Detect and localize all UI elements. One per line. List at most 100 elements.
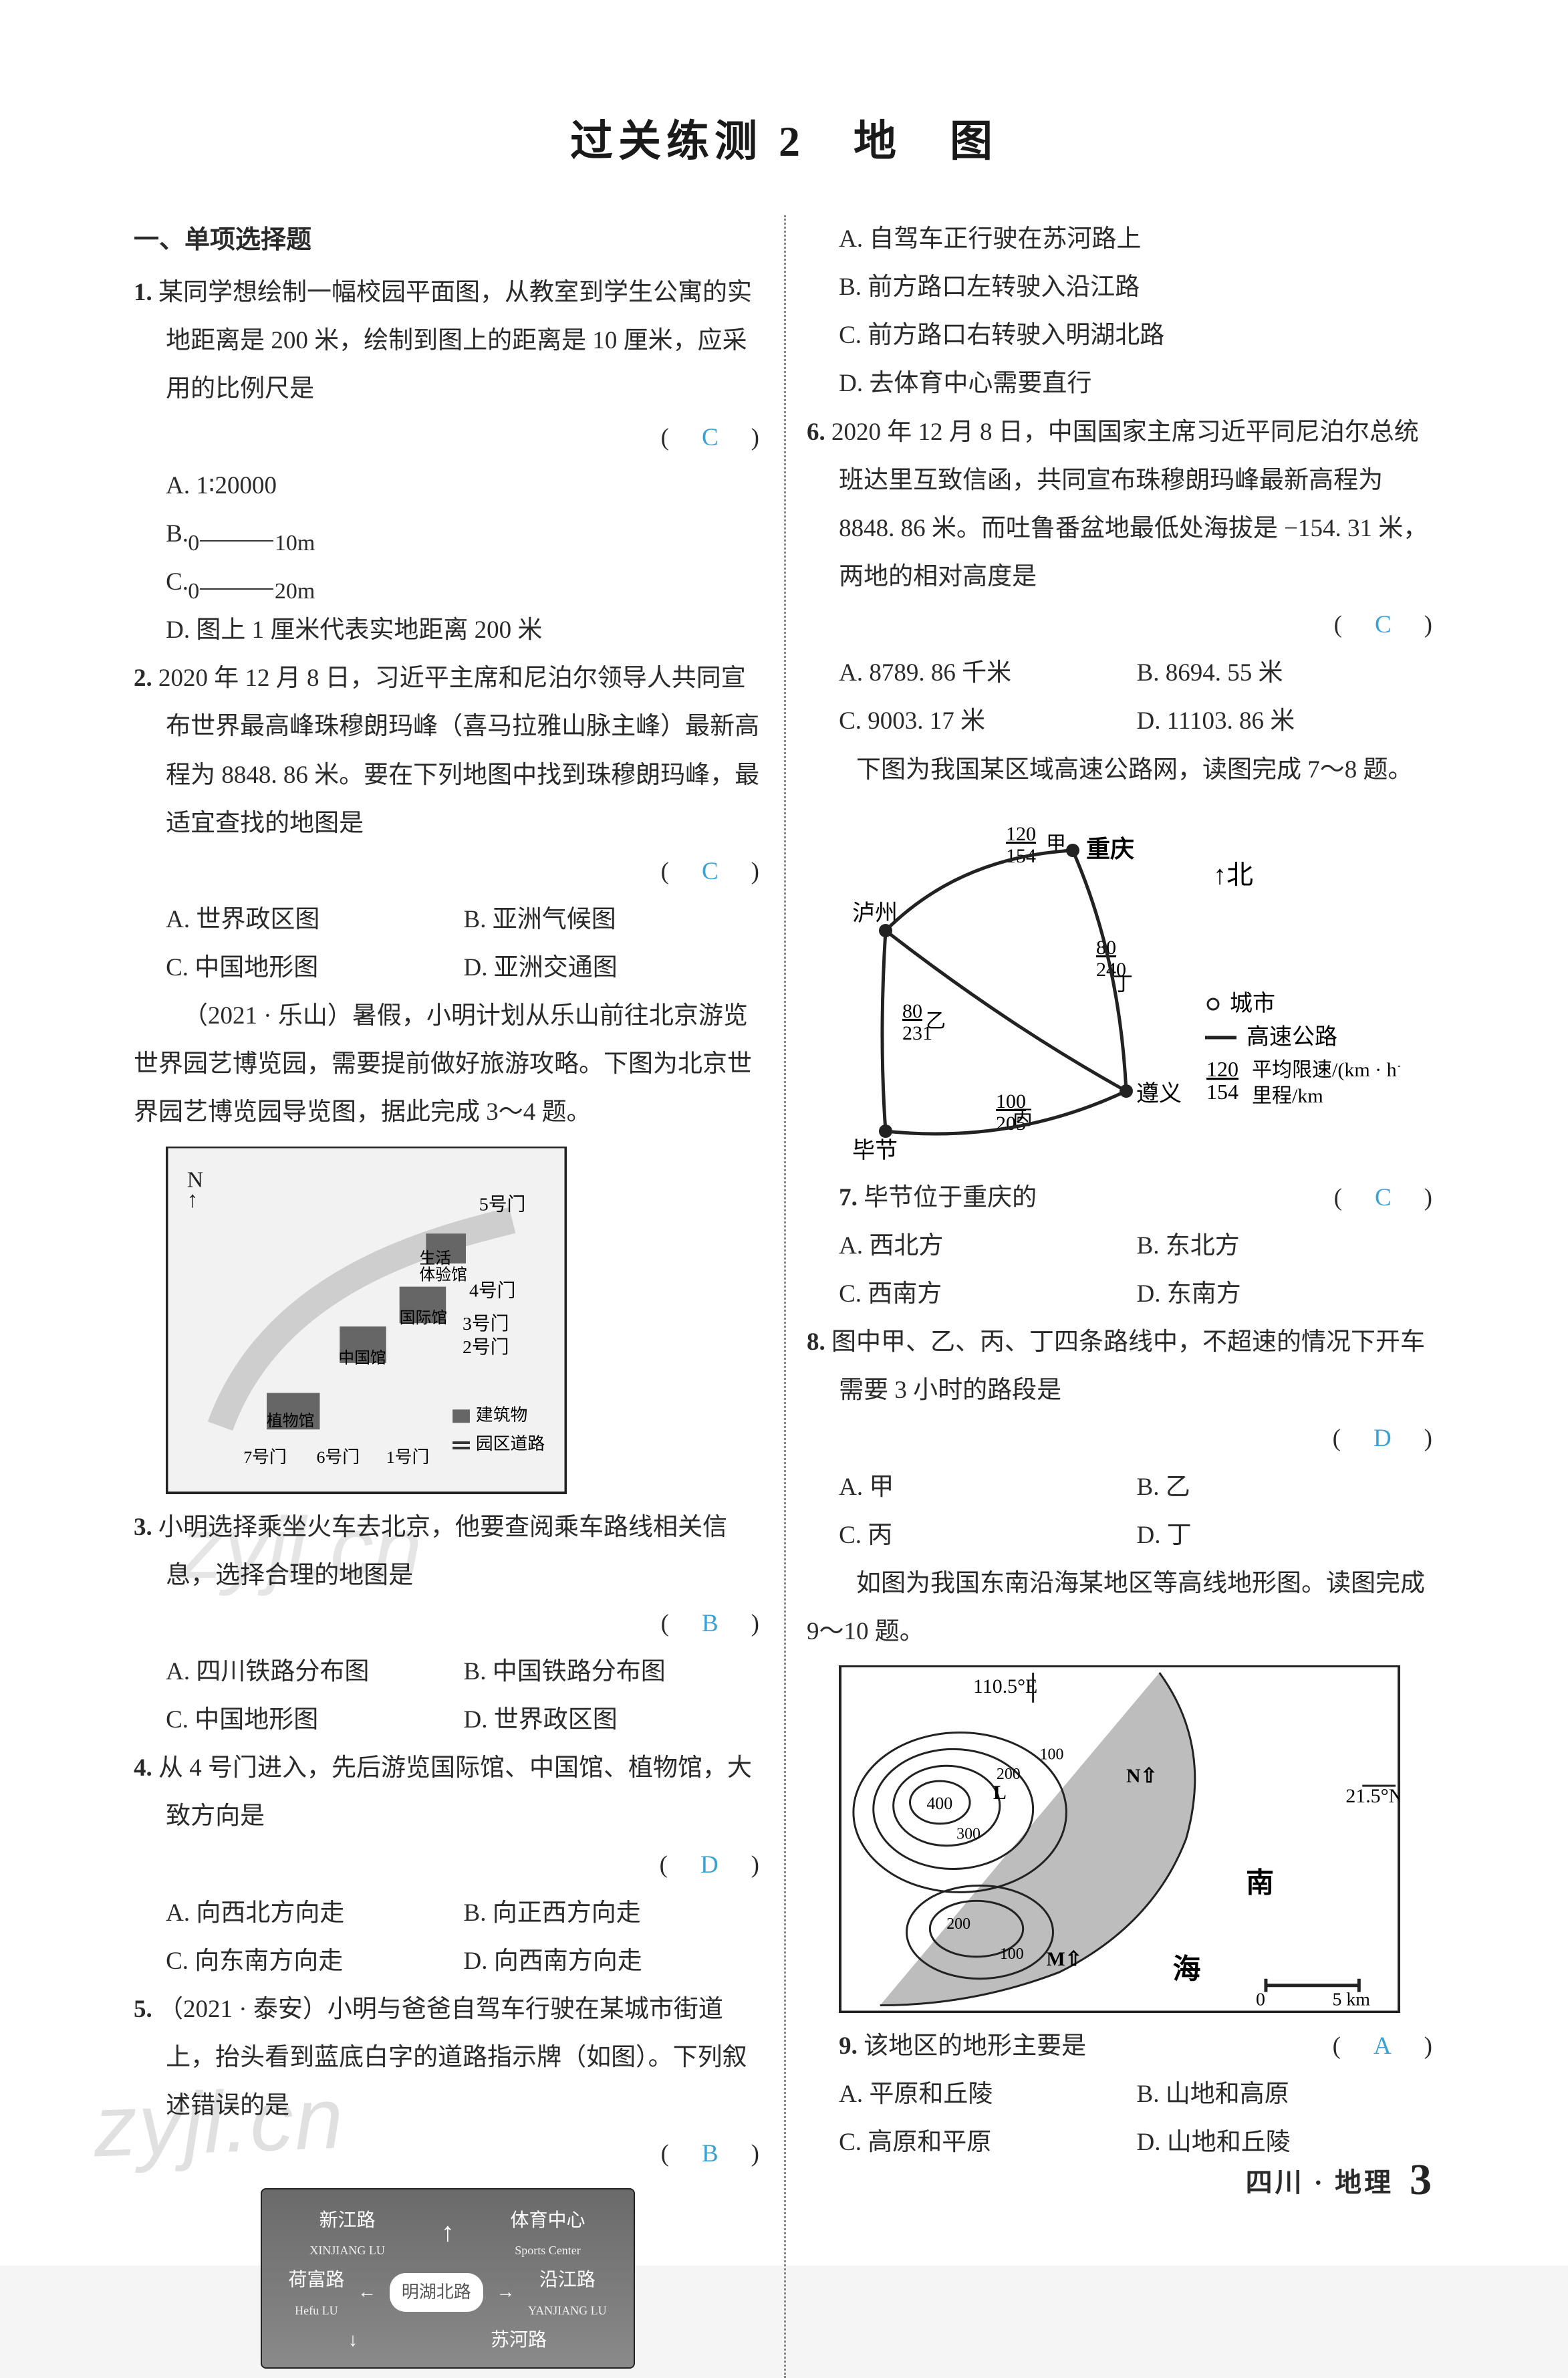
svg-text:园区道路: 园区道路: [476, 1434, 545, 1453]
svg-text:中国馆: 中国馆: [338, 1349, 386, 1367]
q6-answer: C: [1371, 611, 1398, 638]
svg-text:21.5°N: 21.5°N: [1345, 1785, 1399, 1807]
q6-answer-bracket: ( C ): [1334, 601, 1434, 649]
q7-opt-b: B. 东北方: [1137, 1222, 1434, 1270]
svg-text:国际馆: 国际馆: [400, 1310, 447, 1328]
svg-text:建筑物: 建筑物: [476, 1406, 527, 1425]
svg-text:5号门: 5号门: [479, 1195, 526, 1215]
q2-opt-d: D. 亚洲交通图: [464, 944, 761, 992]
q2-answer-bracket: ( C ): [661, 848, 761, 896]
q5-answer: B: [698, 2140, 725, 2167]
q5-opt-b: B. 前方路口左转驶入沿江路: [807, 263, 1434, 312]
q5-opt-a: A. 自驾车正行驶在苏河路上: [807, 215, 1434, 263]
figure-expo-map: N ↑ 5号门 4号门 3号门 2号门 生活 体验馆 国际馆 中国馆 植物馆: [166, 1147, 567, 1494]
svg-text:海: 海: [1173, 1954, 1201, 1986]
sign-sports: 体育中心: [511, 2203, 585, 2240]
svg-text:高速公路: 高速公路: [1247, 1024, 1337, 1050]
svg-text:200: 200: [946, 1915, 970, 1933]
q5-opt-d: D. 去体育中心需要直行: [807, 360, 1434, 408]
q6-opt-b: B. 8694. 55 米: [1137, 649, 1434, 697]
q9-stem: 该地区的地形主要是: [864, 2032, 1086, 2060]
q4-opt-a: A. 向西北方向走: [166, 1889, 463, 1937]
svg-text:154: 154: [1206, 1080, 1238, 1104]
q1-opt-a: A. 1∶20000: [134, 462, 761, 510]
context-7-8: 下图为我国某区域高速公路网，读图完成 7～8 题。: [807, 746, 1434, 794]
svg-text:7号门: 7号门: [243, 1447, 287, 1467]
question-6: 6. 2020 年 12 月 8 日，中国国家主席习近平同尼泊尔总统班达里互致信…: [807, 408, 1434, 746]
q1-answer: C: [698, 424, 725, 451]
sign-minghu: 明湖北路: [390, 2273, 483, 2312]
q1-opt-d: D. 图上 1 厘米代表实地距离 200 米: [134, 606, 761, 655]
svg-text:100: 100: [1040, 1746, 1064, 1764]
svg-text:1号门: 1号门: [386, 1447, 430, 1467]
q7-answer-bracket: ( C ): [1334, 1174, 1434, 1222]
q3-opt-c: C. 中国地形图: [166, 1696, 463, 1744]
svg-text:南: 南: [1246, 1868, 1274, 1899]
q7-num: 7.: [839, 1184, 858, 1211]
q7-opt-c: C. 西南方: [839, 1270, 1136, 1318]
sign-xinjiang: 新江路: [309, 2203, 384, 2240]
q9-opt-c: C. 高原和平原: [839, 2119, 1136, 2167]
q6-opt-a: A. 8789. 86 千米: [839, 649, 1136, 697]
q4-answer-bracket: ( D ): [660, 1841, 761, 1889]
q4-opt-d: D. 向西南方向走: [464, 1937, 761, 1986]
q8-opt-a: A. 甲: [839, 1463, 1136, 1512]
q5-stem: （2021 · 泰安）小明与爸爸自驾车行驶在某城市街道上，抬头看到蓝底白字的道路…: [158, 1996, 747, 2119]
footer-region: 四川 · 地理: [1246, 2167, 1394, 2197]
svg-text:平均限速/(km · h⁻¹): 平均限速/(km · h⁻¹): [1252, 1059, 1400, 1081]
footer-page-number: 3: [1410, 2155, 1434, 2204]
q4-opt-c: C. 向东南方向走: [166, 1937, 463, 1986]
svg-text:里程/km: 里程/km: [1252, 1085, 1323, 1107]
q4-stem: 从 4 号门进入，先后游览国际馆、中国馆、植物馆，大致方向是: [158, 1754, 752, 1830]
svg-text:4号门: 4号门: [469, 1281, 516, 1302]
q5-answer-bracket: ( B ): [661, 2130, 761, 2178]
figure-highway-network: 重庆 120 154 甲 泸州 毕节 遵义 丙 100 205 乙 80 231: [839, 804, 1400, 1165]
column-divider: [784, 215, 786, 2378]
question-4: 4. 从 4 号门进入，先后游览国际馆、中国馆、植物馆，大致方向是 ( D ) …: [134, 1744, 761, 1986]
q8-opt-d: D. 丁: [1137, 1512, 1434, 1560]
svg-text:200: 200: [997, 1766, 1021, 1784]
q5-num: 5.: [134, 1996, 152, 2023]
q5-opt-c: C. 前方路口右转驶入明湖北路: [807, 312, 1434, 360]
q1-opt-b: B. 010m: [134, 510, 761, 558]
svg-text:300: 300: [956, 1826, 981, 1843]
q4-num: 4.: [134, 1754, 152, 1782]
page-footer: 四川 · 地理 3: [1246, 2155, 1434, 2206]
page: 过关练测 2 地 图 一、单项选择题 1. 某同学想绘制一幅校园平面图，从教室到…: [0, 0, 1568, 2266]
question-1: 1. 某同学想绘制一幅校园平面图，从教室到学生公寓的实地距离是 200 米，绘制…: [134, 269, 761, 655]
question-5: 5. （2021 · 泰安）小明与爸爸自驾车行驶在某城市街道上，抬头看到蓝底白字…: [134, 1986, 761, 2369]
q2-answer: C: [698, 858, 725, 885]
q8-opt-b: B. 乙: [1137, 1463, 1434, 1512]
q2-stem: 2020 年 12 月 8 日，习近平主席和尼泊尔领导人共同宣布世界最高峰珠穆朗…: [158, 665, 759, 836]
q7-answer: C: [1371, 1184, 1398, 1211]
q3-opt-b: B. 中国铁路分布图: [464, 1648, 761, 1696]
q8-opt-c: C. 丙: [839, 1512, 1136, 1560]
svg-text:3号门: 3号门: [463, 1314, 509, 1335]
q7-stem: 毕节位于重庆的: [864, 1184, 1037, 1211]
svg-text:5 km: 5 km: [1333, 1990, 1371, 2010]
q8-answer-bracket: ( D ): [1333, 1415, 1434, 1463]
svg-text:110.5°E: 110.5°E: [973, 1675, 1037, 1697]
q1-answer-bracket: ( C ): [661, 414, 761, 462]
q2-opt-a: A. 世界政区图: [166, 896, 463, 944]
q2-opt-c: C. 中国地形图: [166, 944, 463, 992]
svg-text:植物馆: 植物馆: [267, 1413, 314, 1431]
sign-hefu: 荷富路: [288, 2262, 344, 2299]
q9-answer-bracket: ( A ): [1333, 2022, 1434, 2070]
svg-text:泸州: 泸州: [852, 901, 898, 926]
svg-text:生活: 生活: [420, 1250, 452, 1268]
figure-road-sign: 新江路XINJIANG LU ↑ 体育中心Sports Center 荷富路He…: [261, 2188, 635, 2369]
q6-num: 6.: [807, 419, 825, 446]
right-column: A. 自驾车正行驶在苏河路上 B. 前方路口左转驶入沿江路 C. 前方路口右转驶…: [784, 215, 1434, 2378]
two-column-layout: 一、单项选择题 1. 某同学想绘制一幅校园平面图，从教室到学生公寓的实地距离是 …: [134, 215, 1434, 2378]
q1-num: 1.: [134, 279, 152, 306]
svg-text:0: 0: [1256, 1990, 1265, 2010]
q1-stem: 某同学想绘制一幅校园平面图，从教室到学生公寓的实地距离是 200 米，绘制到图上…: [158, 279, 752, 402]
svg-text:400: 400: [926, 1794, 952, 1813]
question-8: 8. 图中甲、乙、丙、丁四条路线中，不超速的情况下开车需要 3 小时的路段是 (…: [807, 1318, 1434, 1560]
svg-text:↑北: ↑北: [1213, 860, 1253, 890]
q2-num: 2.: [134, 665, 152, 692]
svg-text:城市: 城市: [1230, 991, 1275, 1016]
q6-opt-d: D. 11103. 86 米: [1137, 697, 1434, 745]
q4-opt-b: B. 向正西方向走: [464, 1889, 761, 1937]
